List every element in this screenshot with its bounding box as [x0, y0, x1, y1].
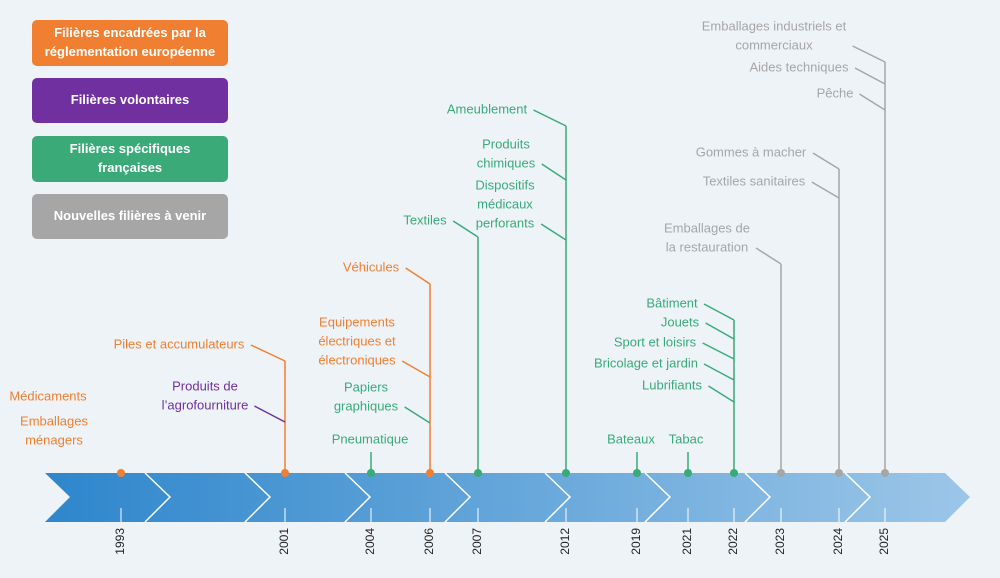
item-label: Emballages industriels et — [702, 18, 847, 33]
item-label: Aides techniques — [749, 59, 849, 74]
connector — [703, 303, 735, 321]
year-dot — [881, 469, 889, 477]
item-label: Textiles sanitaires — [703, 173, 806, 188]
year-label: 2023 — [773, 528, 787, 555]
item-label: Tabac — [669, 431, 704, 446]
year-label: 2022 — [726, 528, 740, 555]
item-label: Bricolage et jardin — [594, 355, 698, 370]
chevrons — [144, 472, 872, 523]
item-label: ménagers — [25, 432, 83, 447]
year-dot — [562, 469, 570, 477]
year-label: 2001 — [277, 528, 291, 555]
year-dot — [367, 469, 375, 477]
connector — [401, 360, 431, 378]
year-label: 2025 — [877, 528, 891, 555]
year-dot — [730, 469, 738, 477]
connector — [250, 344, 286, 362]
item-label: Sport et loisirs — [614, 334, 697, 349]
item-label: Lubrifiants — [642, 377, 702, 392]
legend-box — [32, 194, 228, 239]
legend-label: Filières spécifiques — [70, 141, 191, 156]
connector — [812, 152, 840, 170]
connector — [703, 363, 735, 381]
item-label: perforants — [476, 215, 535, 230]
year-label: 2021 — [680, 528, 694, 555]
legend-label: Filières volontaires — [71, 92, 190, 107]
year-dot — [684, 469, 692, 477]
item-label: Gommes à macher — [696, 144, 807, 159]
item-label: Papiers — [344, 379, 389, 394]
legend-label: françaises — [98, 160, 162, 175]
connector — [854, 67, 886, 85]
connector — [852, 45, 886, 63]
item-label: commerciaux — [735, 37, 813, 52]
item-label: Dispositifs — [475, 177, 535, 192]
year-dot — [474, 469, 482, 477]
item-label: Pêche — [817, 85, 854, 100]
year-dot — [777, 469, 785, 477]
item-label: électriques et — [318, 333, 396, 348]
connector — [533, 109, 567, 127]
year-dot — [835, 469, 843, 477]
year-label: 2019 — [629, 528, 643, 555]
connector — [254, 405, 286, 423]
connector — [452, 220, 479, 238]
connector — [405, 267, 431, 285]
connector — [404, 406, 431, 424]
item-label: électroniques — [318, 352, 396, 367]
year-label: 2004 — [363, 528, 377, 555]
timeline-arrow — [45, 473, 970, 522]
connector — [702, 342, 735, 360]
item-label: médicaux — [477, 196, 533, 211]
item-label: Médicaments — [9, 388, 87, 403]
year-label: 2012 — [558, 528, 572, 555]
item-label: Emballages — [20, 413, 88, 428]
item-label: Piles et accumulateurs — [114, 336, 245, 351]
connector — [755, 247, 782, 265]
item-label: Equipements — [319, 314, 395, 329]
item-label: Pneumatique — [332, 431, 409, 446]
item-label: Produits de — [172, 378, 238, 393]
connector — [705, 322, 735, 340]
item-label: Jouets — [661, 314, 700, 329]
item-label: chimiques — [477, 155, 536, 170]
connector — [811, 181, 840, 199]
year-label: 2024 — [831, 528, 845, 555]
item-label: Véhicules — [343, 259, 400, 274]
connector — [541, 163, 567, 181]
legend-box — [32, 136, 228, 182]
legend-box — [32, 20, 228, 66]
year-dot — [281, 469, 289, 477]
legend-box — [32, 78, 228, 123]
connector — [859, 93, 886, 111]
legend-label: réglementation européenne — [45, 44, 215, 59]
year-label: 2007 — [470, 528, 484, 555]
item-label: Textiles — [403, 212, 447, 227]
item-label: Ameublement — [447, 101, 528, 116]
item-label: Bâtiment — [646, 295, 698, 310]
connector — [708, 385, 735, 403]
year-dot — [426, 469, 434, 477]
legend-label: Nouvelles filières à venir — [54, 208, 206, 223]
year-label: 2006 — [422, 528, 436, 555]
year-label: 1993 — [113, 528, 127, 555]
item-label: la restauration — [666, 239, 748, 254]
item-label: Bateaux — [607, 431, 655, 446]
year-dot — [633, 469, 641, 477]
connector — [540, 223, 567, 241]
legend-label: Filières encadrées par la — [54, 25, 207, 40]
item-label: Produits — [482, 136, 530, 151]
year-dot — [117, 469, 125, 477]
item-label: graphiques — [334, 398, 399, 413]
item-label: l’agrofourniture — [162, 397, 249, 412]
item-label: Emballages de — [664, 220, 750, 235]
